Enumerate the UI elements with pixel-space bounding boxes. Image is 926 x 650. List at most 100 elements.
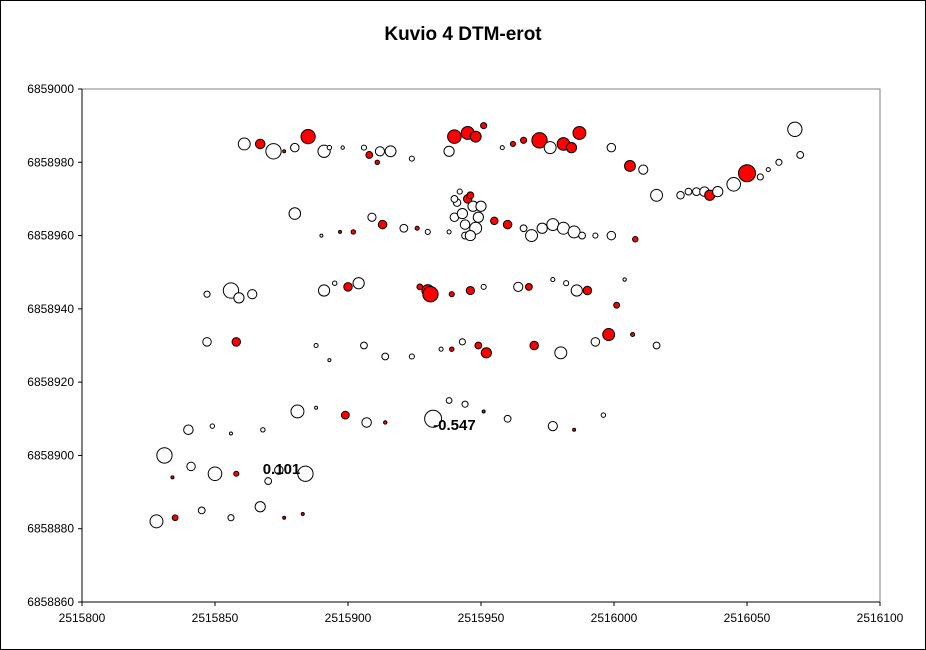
bubble-negative [443,145,455,157]
bubble-negative [274,465,284,475]
bubble-negative [638,164,649,175]
y-tick-label: 6859000 [27,82,74,96]
bubble-positive [738,164,756,183]
bubble-negative [676,191,685,200]
bubble-positive [254,138,266,150]
bubble-positive [572,126,587,140]
bubble-negative [503,414,512,423]
bubble-negative [787,121,803,137]
bubble-positive [300,512,305,517]
bubble-negative [233,292,245,304]
bubble-negative [450,195,459,203]
bubble-negative [567,225,581,239]
bubble-negative [547,421,558,432]
bubble-negative [557,221,570,235]
bubble-negative [290,404,305,419]
bubble-negative [156,447,173,464]
bubble-positive [524,282,533,291]
bubble-positive [340,410,350,420]
bubble-negative [203,290,211,298]
x-tick-label: 2515850 [192,611,239,625]
bubble-negative [254,501,266,513]
bubble-negative [570,284,583,297]
y-tick-label: 6858980 [27,155,74,169]
bubble-negative [550,277,556,283]
bubble-negative [399,223,409,233]
bubble-positive [481,409,486,414]
bubble-positive [465,285,475,296]
x-tick-label: 2515950 [458,611,505,625]
bubble-negative [438,346,444,352]
data-label: -0.547 [433,417,476,434]
bubble-positive [509,140,516,148]
bubble-negative [317,284,331,297]
bubble-positive [282,149,287,154]
bubble-positive [350,229,357,235]
bubble-negative [525,229,538,243]
bubble-negative [554,346,568,360]
bubble-negative [227,514,235,522]
bubble-positive [338,229,343,234]
bubble-positive [474,341,483,350]
y-tick-label: 6858940 [27,302,74,316]
y-tick-label: 6858960 [27,229,74,243]
bubble-positive [529,340,539,351]
bubble-negative [513,281,524,292]
bubble-negative [408,155,415,162]
bubble-positive [383,420,388,425]
bubble-negative [352,277,365,290]
x-tick-label: 2516000 [591,611,638,625]
bubble-negative [360,341,368,350]
bubble-negative [499,145,505,151]
bubble-negative [384,145,397,158]
bubble-positive [565,142,578,154]
bubble-negative [265,143,282,160]
bubble-negative [546,218,560,232]
bubble-negative [445,397,453,404]
x-tick-label: 2515900 [325,611,372,625]
bubble-negative [519,224,528,233]
bubble-negative [207,466,223,482]
bubble-positive [466,191,475,200]
bubble-positive [170,475,175,480]
bubble-positive [520,136,528,144]
bubble-positive [531,132,548,149]
bubble-positive [374,159,380,165]
bubble-negative [424,409,443,428]
bubble-negative [726,176,742,192]
bubble-negative [367,212,377,222]
bubble-positive [502,219,513,230]
bubble-positive [449,346,455,352]
bubble-negative [472,211,484,223]
bubble-positive [231,337,242,347]
bubble-negative [297,465,314,482]
bubble-negative [288,207,302,220]
bubble-positive [630,331,636,338]
bubble-negative [756,173,764,181]
bubble-negative [458,338,466,346]
bubble-positive [602,328,616,341]
y-tick-label: 6858920 [27,375,74,389]
bubble-negative [652,341,661,350]
bubble-positive [572,427,577,432]
bubble-negative [464,229,476,242]
bubble-negative [197,506,206,515]
bubble-negative [536,222,548,234]
bubble-negative [186,461,196,472]
bubble-negative [684,187,693,196]
bubble-negative [202,337,212,347]
bubble-negative [446,229,452,235]
bubble-negative [606,142,617,153]
bubble-negative [578,231,586,240]
bubble-negative [183,424,194,436]
bubble-positive [480,347,492,359]
bubble-negative [319,233,324,238]
bubble-negative [765,167,771,173]
bubble-negative [543,141,557,155]
bubble-negative [228,431,233,436]
y-tick-label: 6858900 [27,448,74,462]
x-tick-label: 2516050 [724,611,771,625]
bubble-positive [365,151,374,159]
bubble-positive [300,128,316,145]
